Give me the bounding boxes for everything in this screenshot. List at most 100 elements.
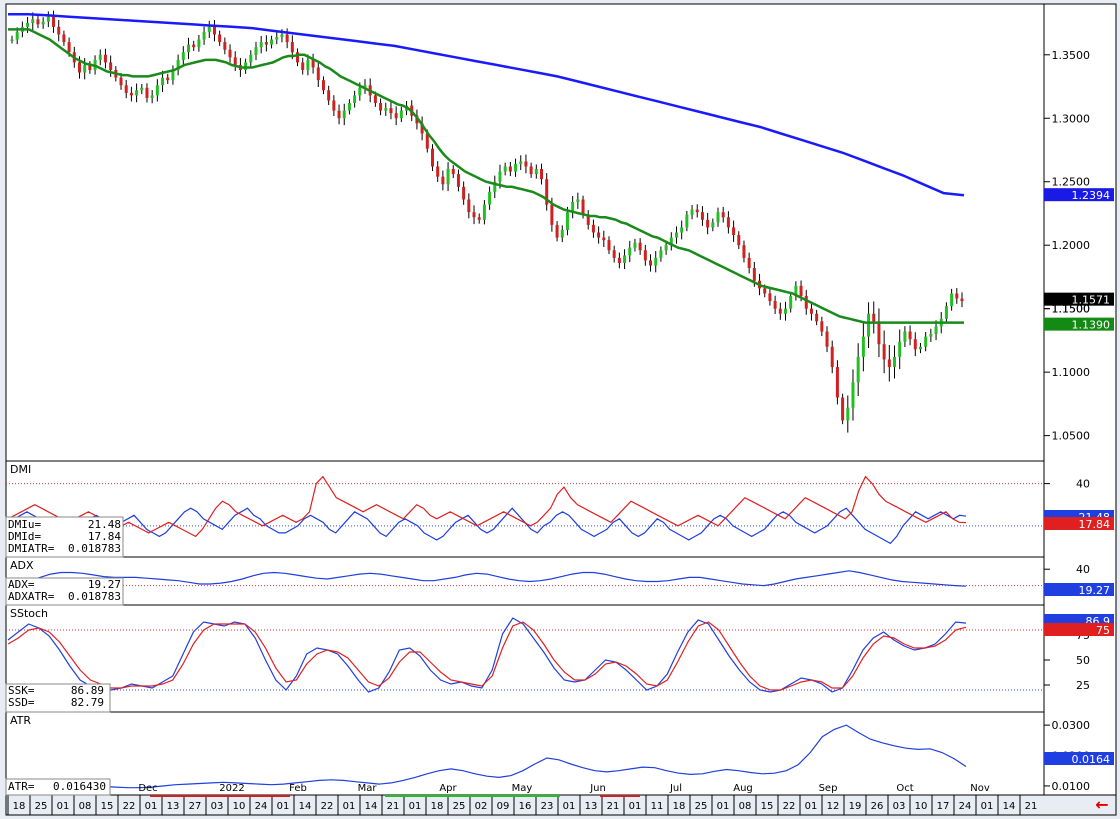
adx-layer: 40 19.27: [6, 563, 1114, 597]
price-bar-body: [944, 306, 948, 319]
date-label: 21: [387, 801, 400, 812]
adx-value-tag-0: 19.27: [1079, 584, 1111, 597]
price-bar-body: [197, 39, 201, 48]
price-bar-body: [477, 217, 481, 220]
price-bar-body: [550, 204, 554, 225]
price-bar-body: [685, 214, 689, 228]
scroll-left-arrow-icon[interactable]: ←: [1095, 795, 1108, 814]
date-label: 03: [893, 801, 906, 812]
date-label: 15: [761, 801, 774, 812]
price-bar-body: [633, 242, 637, 248]
dmi-tick-label: 40: [1076, 478, 1090, 491]
price-bar-body: [306, 59, 310, 71]
dmi-readout-d-value: 17.84: [88, 530, 121, 543]
price-bar-body: [773, 301, 777, 309]
price-bar-body: [259, 42, 263, 48]
adxatr-readout-value: 0.018783: [68, 590, 121, 603]
adx-value-tag-0-bg: [1044, 583, 1114, 596]
ma-long-tag-bg: [1044, 188, 1114, 202]
price-tick-label: 1.1500: [1052, 303, 1091, 316]
price-bar-body: [508, 166, 512, 172]
date-label: 01: [409, 801, 422, 812]
ma-short-tag-bg: [1044, 317, 1114, 331]
price-bar-body: [270, 39, 274, 45]
price-bar-body: [597, 232, 601, 238]
price-bar-body: [67, 42, 71, 53]
price-bar-body: [763, 288, 767, 294]
price-bar-body: [680, 227, 684, 233]
price-bar-body: [353, 95, 357, 104]
month-label: Dec: [138, 783, 157, 794]
ma-long-line: [8, 12, 965, 197]
price-bar-body: [877, 321, 881, 345]
price-bar-body: [918, 346, 922, 350]
atr-series-atr: [7, 724, 967, 789]
price-tick-extra: 1.1500: [1052, 303, 1091, 316]
price-bar-body: [867, 313, 871, 337]
price-bar-body: [373, 95, 377, 104]
price-bar-body: [861, 336, 865, 357]
price-bar-body: [145, 87, 149, 98]
price-bar-body: [799, 285, 803, 296]
date-label: 24: [255, 801, 268, 812]
date-label: 17: [937, 801, 950, 812]
last-price-tag-bg: [1044, 292, 1114, 306]
sstoch-layer: 75502586.975: [6, 614, 1114, 693]
price-bar-body: [155, 85, 159, 96]
price-bar-body: [456, 174, 460, 187]
price-bar-body: [181, 52, 185, 60]
price-bar-body: [36, 19, 40, 25]
month-label: Feb: [289, 783, 307, 794]
price-bar-body: [498, 171, 502, 182]
sstoch-series-ssd: [7, 621, 967, 691]
dmi-pane: [5, 460, 1045, 558]
price-bar-body: [296, 52, 300, 63]
price-bar-body: [560, 229, 564, 238]
price-bar-body: [31, 19, 35, 24]
price-bar-body: [737, 235, 741, 246]
price-bar-body: [576, 199, 580, 203]
price-bar-body: [887, 359, 891, 368]
price-bar-body: [841, 397, 845, 421]
price-bar-body: [223, 42, 227, 50]
price-bar-body: [430, 148, 434, 167]
price-bar-body: [135, 90, 139, 96]
date-label: 10: [915, 801, 928, 812]
dmi-layer: 4021.4817.84: [6, 475, 1114, 545]
price-bar-body: [109, 62, 113, 71]
dmi-value-tag-1: 17.84: [1079, 518, 1111, 531]
date-label: 15: [101, 801, 114, 812]
price-bar-body: [654, 257, 658, 266]
price-bar-body: [420, 123, 424, 134]
price-bar-body: [150, 95, 154, 98]
price-bar-body: [809, 308, 813, 314]
dmi-readout-box: [5, 516, 124, 558]
date-label: 01: [629, 801, 642, 812]
last-price-tag: 1.1571: [1072, 294, 1111, 307]
price-bar-body: [52, 16, 56, 27]
date-label: 27: [189, 801, 202, 812]
ssd-readout-label: SSD=: [8, 696, 35, 709]
sstoch-value-tag-1: 75: [1096, 624, 1110, 637]
date-label: 01: [563, 801, 576, 812]
dmi-series-dmid: [7, 475, 967, 538]
price-bar-body: [62, 34, 66, 43]
ma-long-tag: 1.2394: [1072, 189, 1111, 202]
price-bar-body: [88, 64, 92, 71]
date-label: 14: [299, 801, 312, 812]
price-bar-body: [783, 308, 787, 314]
price-bar-body: [815, 313, 819, 322]
price-bar-body: [524, 161, 528, 167]
date-label: 01: [57, 801, 70, 812]
atr-pane: [5, 711, 1045, 796]
price-bar-body: [768, 293, 772, 302]
price-bar-body: [244, 62, 248, 71]
atr-value-tag-0: 0.0164: [1072, 753, 1111, 766]
price-bar-body: [394, 113, 398, 119]
price-bar-body: [327, 90, 331, 101]
price-bar-body: [586, 214, 590, 225]
price-tick-label: 1.3500: [1052, 49, 1091, 62]
price-bar-body: [441, 176, 445, 185]
